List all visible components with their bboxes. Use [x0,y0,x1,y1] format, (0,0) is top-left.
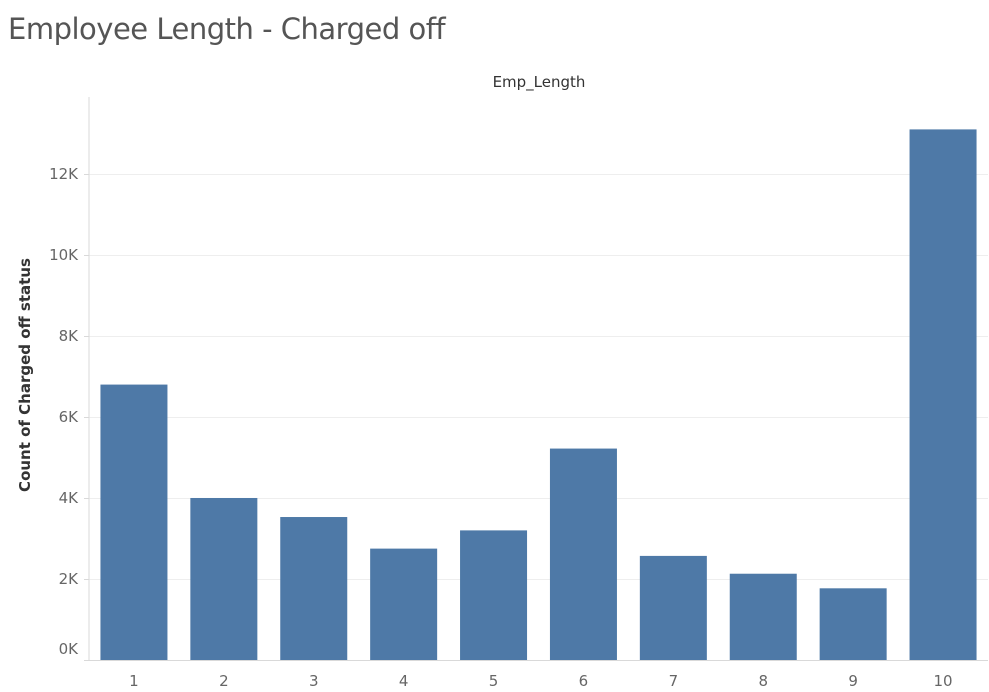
x-tick-label: 7 [669,672,679,690]
x-tick-label: 5 [489,672,499,690]
x-tick-label: 8 [758,672,768,690]
y-axis-title: Count of Charged off status [16,258,34,492]
bars [100,129,977,660]
x-tick-label: 9 [848,672,858,690]
y-tick-label: 4K [59,489,80,507]
bar-10 [909,129,977,660]
y-tick-label: 10K [49,246,79,264]
x-axis: 1 2 3 4 5 6 7 8 9 10 [89,660,988,690]
y-tick-label: 0K [59,640,80,658]
bar-3 [280,517,348,660]
column-header: Emp_Length [493,73,586,92]
bar-2 [190,497,258,660]
y-axis: 0K 2K 4K 6K 8K 10K 12K [49,97,90,661]
bar-6 [549,448,617,660]
x-tick-label: 3 [309,672,319,690]
x-tick-label: 2 [219,672,229,690]
x-tick-label: 6 [579,672,589,690]
x-tick-label: 4 [399,672,409,690]
page-title: Employee Length - Charged off [8,12,446,46]
y-tick-label: 2K [59,570,80,588]
bar-1 [100,384,168,660]
x-tick-label: 1 [129,672,139,690]
bar-9 [819,588,887,660]
y-tick-label: 8K [59,327,80,345]
bar-4 [370,548,438,660]
bar-5 [460,530,528,660]
y-tick-label: 6K [59,408,80,426]
x-tick-label: 10 [934,672,953,690]
y-tick-label: 12K [49,165,79,183]
bar-7 [639,555,707,660]
bar-8 [729,573,797,660]
